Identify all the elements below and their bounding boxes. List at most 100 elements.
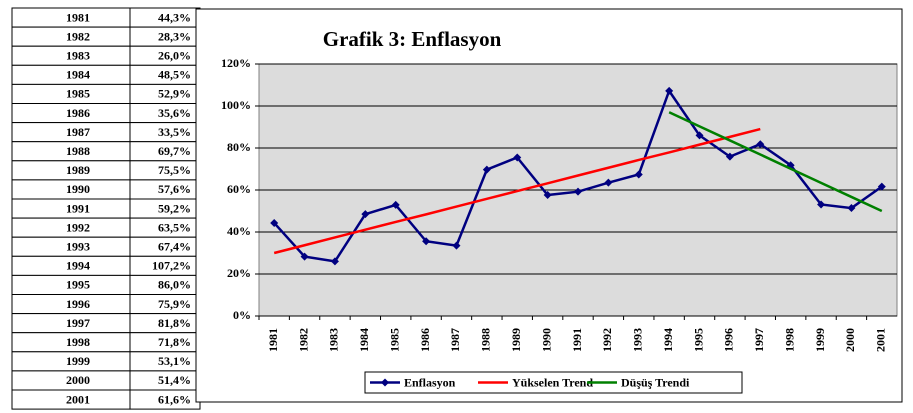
value-cell: 71,8% xyxy=(158,335,191,349)
data-point xyxy=(391,200,400,209)
data-point xyxy=(574,187,582,196)
x-tick-label: 1989 xyxy=(509,328,523,352)
year-cell: 1996 xyxy=(66,297,90,311)
data-point xyxy=(817,200,826,209)
year-cell: 2000 xyxy=(66,373,90,387)
value-cell: 75,9% xyxy=(158,297,191,311)
data-point xyxy=(422,237,431,246)
data-point xyxy=(482,165,491,174)
x-tick-label: 1985 xyxy=(387,328,401,352)
value-cell: 48,5% xyxy=(158,68,191,82)
x-tick-label: 1981 xyxy=(266,328,280,352)
x-tick-label: 1983 xyxy=(327,328,341,352)
table: 1981 44,3% 1982 28,3% 1983 26,0% 1984 48,5% 1985… xyxy=(11,7,201,410)
year-cell: 1995 xyxy=(66,278,90,292)
y-tick-label: 0% xyxy=(233,308,251,322)
data-point xyxy=(604,178,613,187)
y-tick-label: 20% xyxy=(227,266,251,280)
value-cell: 33,5% xyxy=(158,125,191,139)
x-tick-label: 1997 xyxy=(752,328,766,352)
year-cell: 1987 xyxy=(66,125,90,139)
x-tick-label: 1992 xyxy=(600,328,614,352)
legend-label: Düşüş Trendi xyxy=(621,375,690,389)
value-cell: 63,5% xyxy=(158,220,191,234)
y-tick-label: 120% xyxy=(221,56,251,70)
data-point xyxy=(270,218,279,227)
plot: 0% 20% 40% 60% 80% 100% 120% 1981 1982 1983 1984 19… xyxy=(221,56,897,352)
year-cell: 1981 xyxy=(66,10,90,24)
value-cell: 69,7% xyxy=(158,144,191,158)
x-tick-label: 1993 xyxy=(631,328,645,352)
year-cell: 1991 xyxy=(66,201,90,215)
value-cell: 44,3% xyxy=(158,10,191,24)
year-cell: 1984 xyxy=(66,68,90,82)
value-cell: 52,9% xyxy=(158,87,191,101)
year-cell: 1993 xyxy=(66,240,90,254)
data-point xyxy=(634,170,643,179)
x-tick-label: 2001 xyxy=(874,328,888,352)
data-point xyxy=(877,182,886,191)
series-line xyxy=(273,127,761,255)
value-cell: 59,2% xyxy=(158,201,191,215)
x-tick-label: 1991 xyxy=(570,328,584,352)
data-point xyxy=(695,131,704,140)
year-cell: 1982 xyxy=(66,29,90,43)
y-tick-label: 100% xyxy=(221,98,251,112)
data-point xyxy=(665,86,674,95)
data-point xyxy=(361,210,370,219)
data-point xyxy=(543,191,552,200)
year-cell: 1992 xyxy=(66,220,90,234)
year-cell: 1999 xyxy=(66,354,90,368)
value-cell: 107,2% xyxy=(152,259,191,273)
value-cell: 61,6% xyxy=(158,392,191,406)
data-point xyxy=(330,257,339,266)
value-cell: 75,5% xyxy=(158,163,191,177)
year-cell: 1994 xyxy=(66,259,90,273)
value-cell: 26,0% xyxy=(158,49,191,63)
value-cell: 57,6% xyxy=(158,182,191,196)
chart-title: Grafik 3: Enflasyon xyxy=(323,27,502,51)
data-point xyxy=(452,241,461,250)
year-cell: 1988 xyxy=(66,144,90,158)
value-cell: 28,3% xyxy=(158,29,191,43)
x-tick-label: 1987 xyxy=(448,328,462,352)
value-cell: 81,8% xyxy=(158,316,191,330)
legend xyxy=(364,371,743,394)
x-tick-label: 1999 xyxy=(813,328,827,352)
x-tick-label: 1996 xyxy=(722,328,736,352)
x-tick-label: 1994 xyxy=(661,328,675,352)
year-cell: 2001 xyxy=(66,392,90,406)
y-tick-label: 80% xyxy=(227,140,251,154)
data-point xyxy=(847,204,856,213)
year-cell: 1983 xyxy=(66,49,90,63)
x-tick-label: 1990 xyxy=(539,328,553,352)
data-point xyxy=(725,152,734,161)
data-point xyxy=(513,153,522,162)
legend-label: Enflasyon xyxy=(404,375,456,389)
data-point xyxy=(756,140,765,149)
year-cell: 1998 xyxy=(66,335,90,349)
series-line xyxy=(668,111,883,213)
y-tick-label: 40% xyxy=(227,224,251,238)
year-cell: 1985 xyxy=(66,87,90,101)
year-cell: 1997 xyxy=(66,316,90,330)
year-cell: 1989 xyxy=(66,163,90,177)
x-tick-label: 1995 xyxy=(691,328,705,352)
x-tick-label: 1984 xyxy=(357,328,371,352)
value-cell: 86,0% xyxy=(158,278,191,292)
legend-marker xyxy=(381,378,389,387)
value-cell: 67,4% xyxy=(158,240,191,254)
year-cell: 1990 xyxy=(66,182,90,196)
year-cell: 1986 xyxy=(66,106,90,120)
x-tick-label: 2000 xyxy=(843,328,857,352)
x-tick-label: 1986 xyxy=(418,328,432,352)
legend-label: Yükselen Trend xyxy=(512,375,593,389)
y-tick-label: 60% xyxy=(227,182,251,196)
value-cell: 51,4% xyxy=(158,373,191,387)
data-point xyxy=(300,252,309,261)
value-cell: 53,1% xyxy=(158,354,191,368)
x-tick-label: 1998 xyxy=(782,328,796,352)
x-tick-label: 1988 xyxy=(479,328,493,352)
value-cell: 35,6% xyxy=(158,106,191,120)
